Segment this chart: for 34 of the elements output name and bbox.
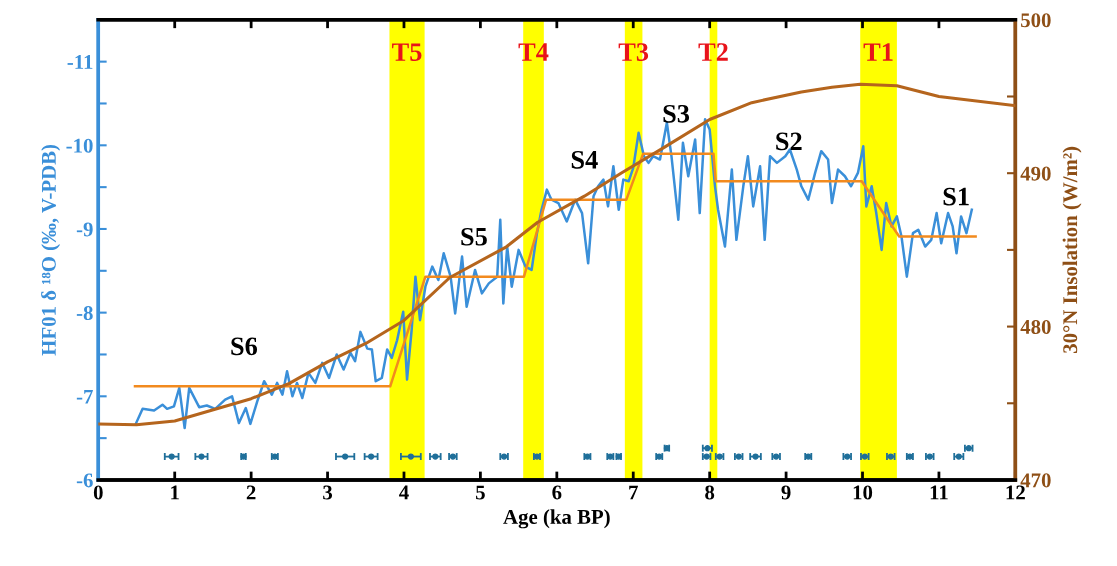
line-series	[98, 82, 1016, 427]
y2-tick-label: 480	[1020, 319, 1051, 335]
x-tick-label: 3	[323, 485, 333, 500]
y-tick-label: -11	[67, 55, 93, 69]
y2-tick-label: 490	[1020, 166, 1051, 181]
y-tick-label: -6	[76, 473, 93, 488]
band-label: T5	[392, 43, 422, 61]
y-tick-label: -9	[76, 222, 93, 237]
x-tick-label: 1	[171, 485, 179, 500]
y-tick-label: -7	[76, 389, 93, 404]
x-axis-title: Age (ka BP)	[503, 509, 610, 529]
line-series	[133, 152, 977, 388]
y-tick-label: -10	[66, 138, 93, 153]
x-tick-label: 7	[629, 485, 638, 500]
y2-tick-label: 500	[1021, 13, 1051, 28]
annotation: S3	[663, 104, 690, 123]
band-label: T1	[863, 43, 893, 61]
annotation: S1	[943, 187, 969, 206]
x-tick-label: 5	[476, 485, 485, 500]
annotation: S6	[231, 337, 258, 356]
x-tick-label: 6	[552, 485, 562, 500]
x-tick-label: 8	[705, 485, 715, 500]
x-tick-label: 2	[246, 485, 256, 500]
y2-axis-title: 30°N Insolation (W/m²)	[1062, 146, 1082, 354]
x-tick-label: 10	[853, 485, 873, 500]
x-tick-label: 9	[781, 485, 791, 500]
y-tick-label: -8	[76, 306, 93, 321]
x-tick-label: 4	[399, 485, 409, 500]
y-axis-title: HF01 δ ¹⁸O (‰, V-PDB)	[41, 144, 61, 356]
annotation: S4	[571, 150, 598, 169]
annotation: S5	[461, 227, 487, 246]
annotation: S2	[776, 132, 802, 151]
x-tick-label: 11	[930, 485, 948, 500]
x-tick-label: 0	[93, 485, 103, 500]
